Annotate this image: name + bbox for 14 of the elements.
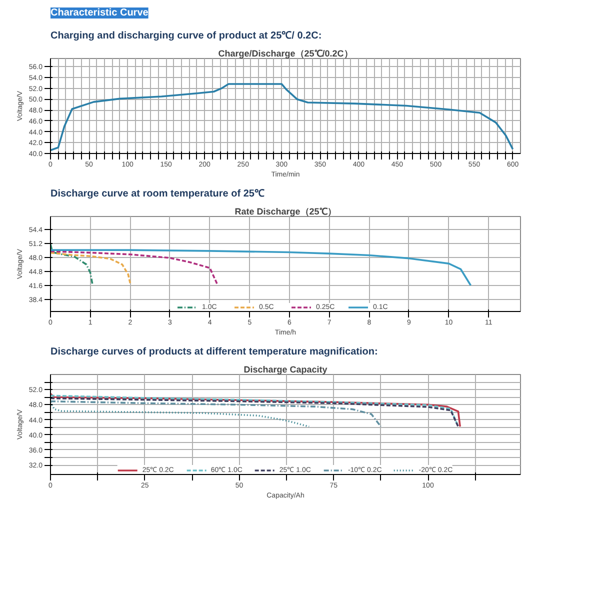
chart-title: Discharge Capacity [244,364,328,374]
line-series [50,83,514,152]
chart-subtitle: Charging and discharging curve of product at 25℃/ 0.2C: [50,30,322,42]
line-series [50,401,310,428]
line-series [50,249,472,286]
chart-title: Charge/Discharge（25℃/0.2C） [218,48,353,58]
line-series [50,243,94,285]
chart-title: Rate Discharge（25℃） [234,206,336,216]
line-series [50,252,132,284]
text: Characteristic Curve [50,8,149,18]
line-series [50,400,382,428]
line-series [50,250,219,286]
chart-subtitle: Discharge curve at room temperature of 25℃ [50,188,264,200]
chart-subtitle: Discharge curves of products at different temperature magnification: [50,346,378,358]
